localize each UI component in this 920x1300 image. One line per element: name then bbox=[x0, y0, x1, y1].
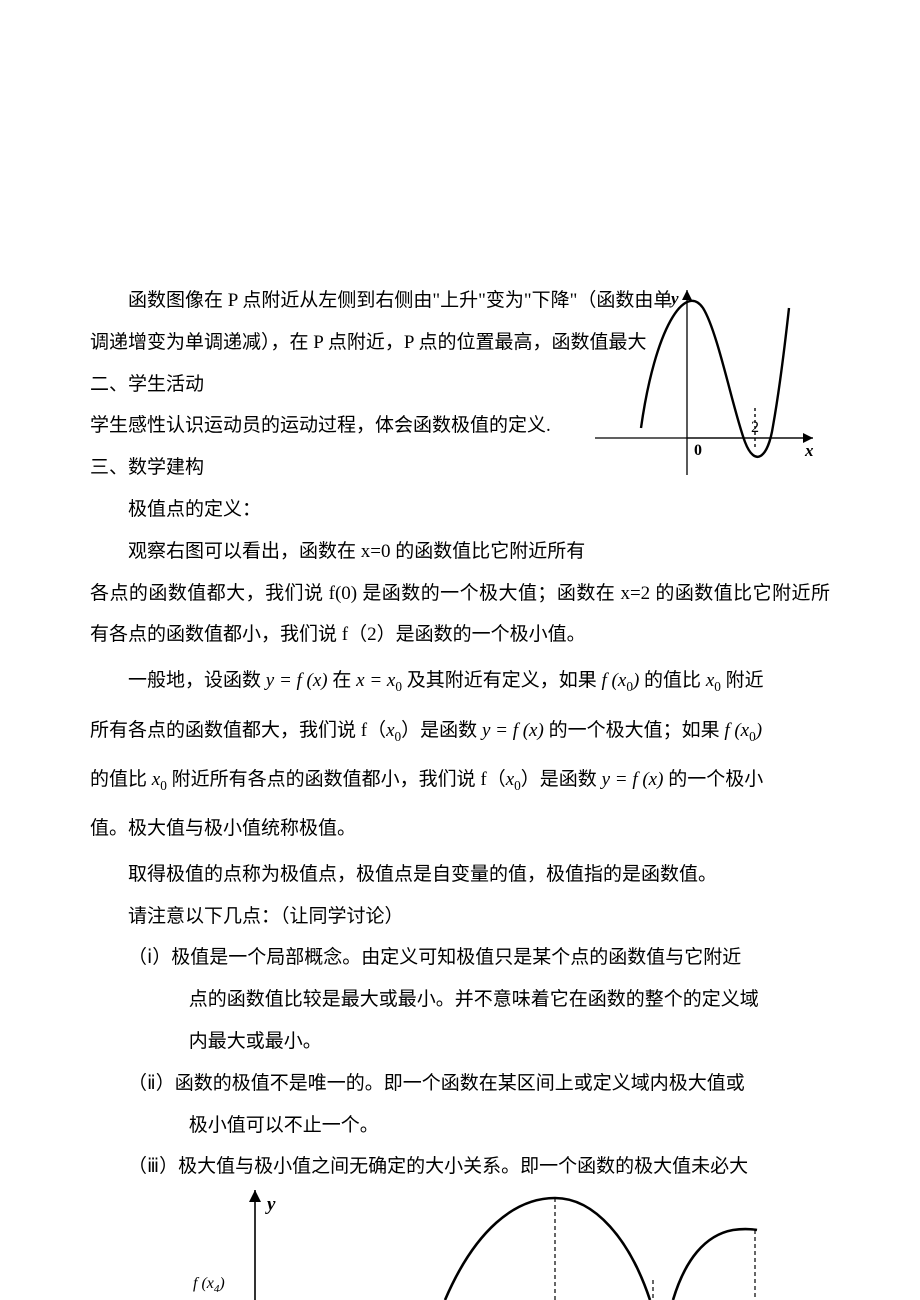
m-fx0-2: f (x0) bbox=[724, 720, 762, 741]
chart-bottom-partial: y f (x4) bbox=[175, 1190, 775, 1300]
m-x0-1t: x bbox=[706, 670, 714, 691]
fx4-label: f (x4) bbox=[193, 1275, 225, 1295]
roman-1b: 点的函数值比较是最大或最小。并不意味着它在函数的整个的定义域 bbox=[90, 979, 830, 1021]
gen-b1: 所有各点的函数值都大，我们说 f（ bbox=[90, 720, 386, 741]
m-x0-3t: x bbox=[152, 769, 160, 790]
para-1a: 函数图像在 P 点附近从左侧到右侧由"上升"变为"下降"（函数由单 bbox=[90, 280, 830, 322]
fx4-pre: f (x bbox=[193, 1275, 214, 1292]
curve-hump bbox=[445, 1198, 650, 1300]
roman-1a: （ⅰ）极值是一个局部概念。由定义可知极值只是某个点的函数值与它附近 bbox=[90, 937, 830, 979]
roman-2b: 极小值可以不止一个。 bbox=[90, 1105, 830, 1147]
m-yfx-1: y = f (x) bbox=[266, 670, 328, 691]
m-x0-4: x0 bbox=[506, 769, 521, 790]
gen-a4: 的值比 bbox=[639, 670, 706, 691]
m-xx0t: x = x bbox=[356, 670, 395, 691]
gen-b3: 的一个极大值；如果 bbox=[544, 720, 725, 741]
m-fx0-1: f (x0) bbox=[602, 670, 640, 691]
curve-tail bbox=[673, 1229, 757, 1300]
gen-c4: 的一个极小 bbox=[663, 769, 763, 790]
gen-c1: 的值比 bbox=[90, 769, 152, 790]
gen-a3: 及其附近有定义，如果 bbox=[402, 670, 602, 691]
roman-3a: （ⅲ）极大值与极小值之间无确定的大小关系。即一个函数的极大值未必大 bbox=[90, 1146, 830, 1188]
m-xx0: x = x0 bbox=[356, 670, 402, 691]
page: 0 2 x y 函数图像在 P 点附近从左侧到右侧由"上升"变为"下降"（函数由… bbox=[0, 0, 920, 1300]
ext2: 请注意以下几点：（让同学讨论） bbox=[90, 896, 830, 938]
m-x0-3s: 0 bbox=[160, 778, 167, 793]
obs-b: 各点的函数值都大，我们说 f(0) 是函数的一个极大值；函数在 x=2 的函数值… bbox=[90, 573, 830, 657]
m-x0-1: x0 bbox=[706, 670, 721, 691]
gen-line-2: 所有各点的函数值都大，我们说 f（x0）是函数 y = f (x) 的一个极大值… bbox=[90, 706, 830, 755]
m-yfx-2: y = f (x) bbox=[482, 720, 544, 741]
gen-line-3: 的值比 x0 附近所有各点的函数值都小，我们说 f（x0）是函数 y = f (… bbox=[90, 755, 830, 804]
gen-a2: 在 bbox=[328, 670, 357, 691]
def-title: 极值点的定义： bbox=[90, 489, 830, 531]
roman-2a: （ⅱ）函数的极值不是唯一的。即一个函数在某区间上或定义域内极大值或 bbox=[90, 1063, 830, 1105]
m-x0-2: x0 bbox=[386, 720, 401, 741]
m-xx0s: 0 bbox=[395, 679, 402, 694]
m-x0-1s: 0 bbox=[714, 679, 721, 694]
gen-line-1: 一般地，设函数 y = f (x) 在 x = x0 及其附近有定义，如果 f … bbox=[90, 656, 830, 705]
m-x0-4s: 0 bbox=[514, 778, 521, 793]
obs-a: 观察右图可以看出，函数在 x=0 的函数值比它附近所有 bbox=[90, 531, 830, 573]
m-fx0-1s: 0 bbox=[626, 679, 633, 694]
ext1: 取得极值的点称为极值点，极值点是自变量的值，极值指的是函数值。 bbox=[90, 854, 830, 896]
m-x0-4t: x bbox=[506, 769, 514, 790]
gen-b2: ）是函数 bbox=[401, 720, 482, 741]
m-yfx-2t: y = f (x) bbox=[482, 720, 544, 741]
y-label-2: y bbox=[265, 1194, 276, 1215]
gen-line-4: 值。极大值与极小值统称极值。 bbox=[90, 804, 830, 853]
gen-c2: 附近所有各点的函数值都小，我们说 f（ bbox=[167, 769, 506, 790]
fx4-sub: 4 bbox=[214, 1283, 220, 1295]
y-arrow-2 bbox=[249, 1190, 261, 1202]
m-fx0-1t: f (x bbox=[602, 670, 627, 691]
fx4-close: ) bbox=[218, 1275, 224, 1292]
roman-1c: 内最大或最小。 bbox=[90, 1021, 830, 1063]
gen-a5: 附近 bbox=[721, 670, 764, 691]
m-fx0-2t: f (x bbox=[724, 720, 749, 741]
para-1b: 调递增变为单调递减），在 P 点附近，P 点的位置最高，函数值最大 bbox=[90, 322, 830, 364]
gen-c3: ）是函数 bbox=[521, 769, 602, 790]
m-fx0-2c: ) bbox=[756, 720, 762, 741]
m-fx0-2s: 0 bbox=[749, 728, 756, 743]
m-x0-3: x0 bbox=[152, 769, 167, 790]
gen-a1: 一般地，设函数 bbox=[128, 670, 266, 691]
m-x0-2t: x bbox=[386, 720, 394, 741]
section-2-title: 二、学生活动 bbox=[90, 364, 830, 406]
section-3-title: 三、数学建构 bbox=[90, 447, 830, 489]
m-yfx-1t: y = f (x) bbox=[266, 670, 328, 691]
m-yfx-3t: y = f (x) bbox=[602, 769, 664, 790]
m-yfx-3: y = f (x) bbox=[602, 769, 664, 790]
section-2-body: 学生感性认识运动员的运动过程，体会函数极值的定义. bbox=[90, 405, 830, 447]
